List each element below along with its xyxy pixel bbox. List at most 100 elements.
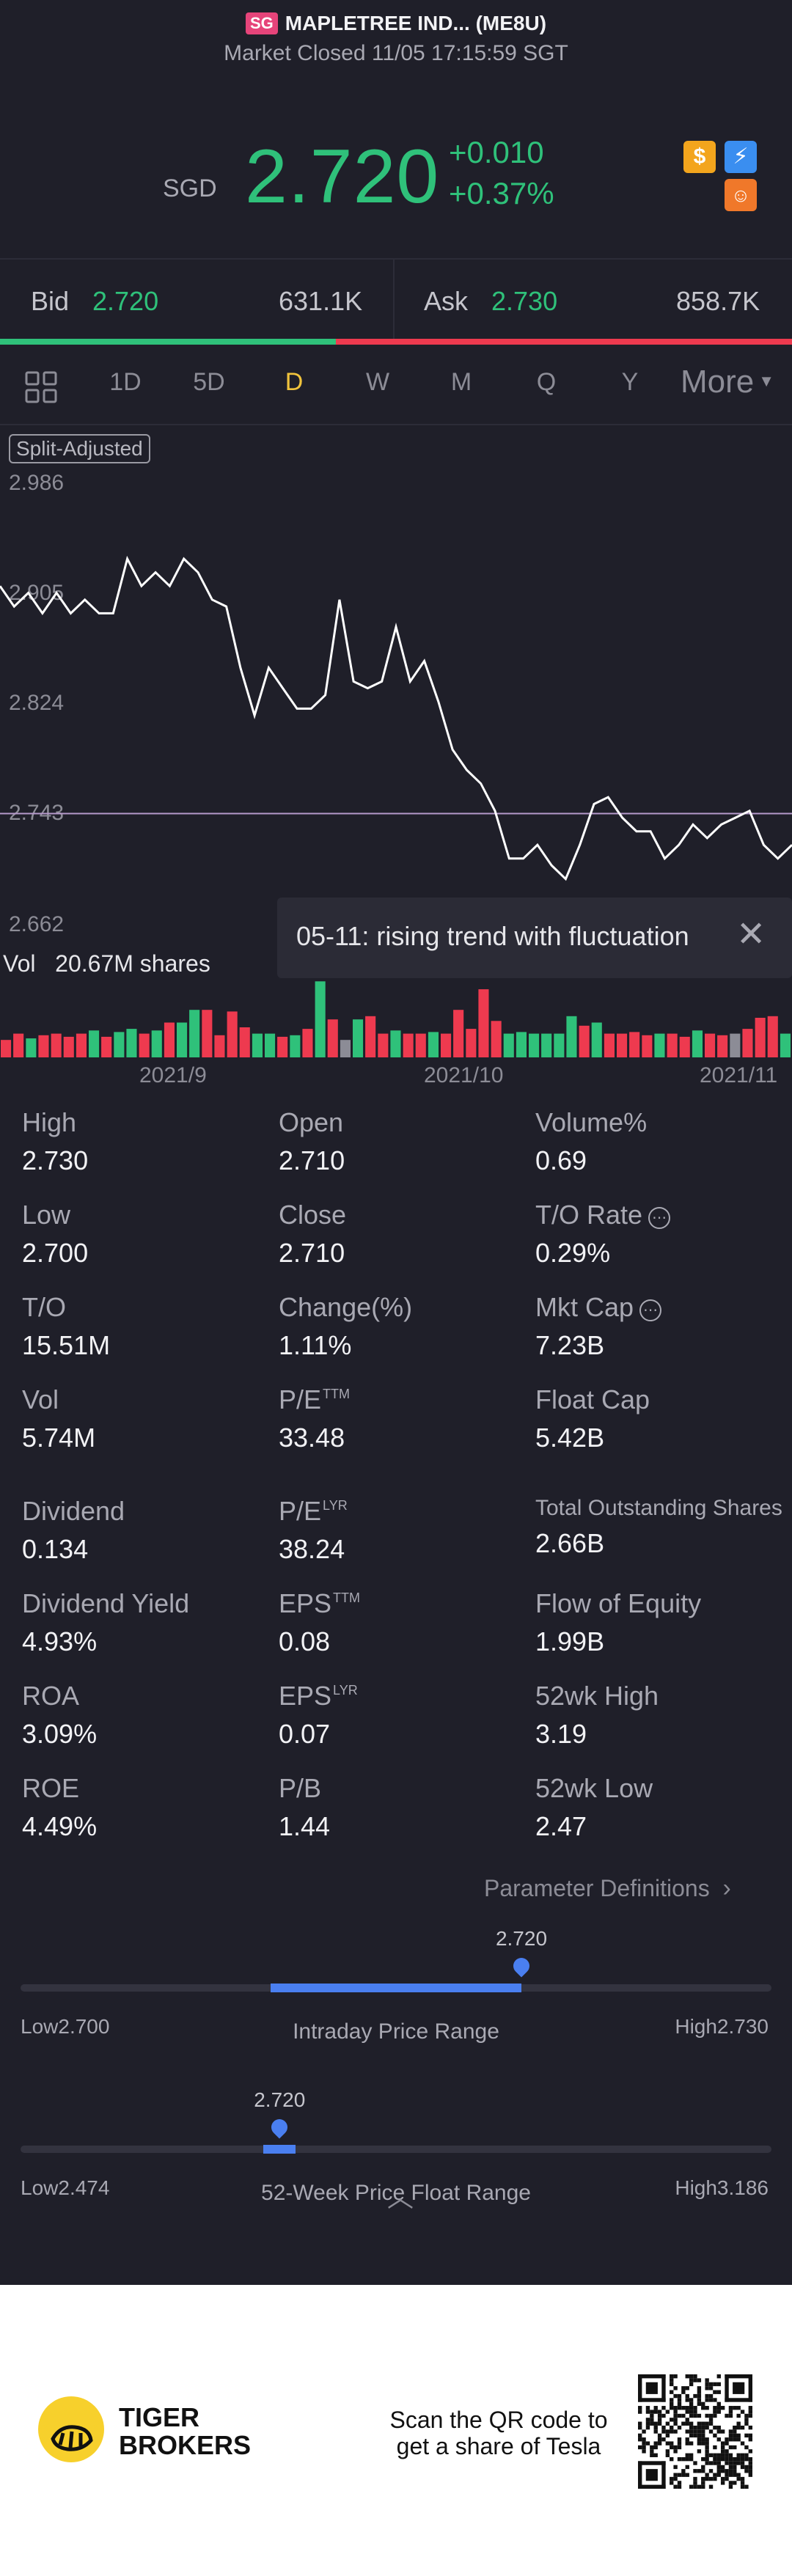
qr-module (733, 2461, 737, 2465)
stat-value: 0.08 (279, 1626, 331, 1656)
qr-module (693, 2476, 697, 2481)
volume-bar (629, 1032, 640, 1057)
qr-module (736, 2406, 741, 2410)
stat-item: P/E TTM 33.48 (279, 1384, 528, 1453)
qr-module (725, 2473, 729, 2477)
qr-module (728, 2410, 733, 2414)
qr-module (748, 2456, 752, 2462)
info-icon[interactable]: ⋯ (648, 1207, 671, 1229)
qr-module (681, 2390, 686, 2394)
stat-label-text: P/B (279, 1773, 322, 1803)
stat-label-text: Float Cap (535, 1384, 650, 1414)
qr-module (693, 2461, 697, 2465)
tab-w[interactable]: W (365, 368, 390, 396)
qr-module (697, 2398, 702, 2402)
close-icon[interactable]: ✕ (736, 915, 766, 954)
brand-name: TIGER BROKERS (119, 2404, 251, 2459)
qr-module (713, 2382, 717, 2387)
qr-module (728, 2437, 733, 2442)
tab-5d[interactable]: 5D (193, 368, 225, 396)
stat-label-text: EPS (279, 1681, 332, 1711)
qr-module (713, 2456, 717, 2462)
qr-module (705, 2476, 709, 2481)
tab-d[interactable]: D (285, 368, 304, 396)
volume-bar (290, 1035, 301, 1057)
stat-item[interactable]: Mkt Cap ⋯ 7.23B (535, 1292, 785, 1361)
chevron-up-icon[interactable]: ︿ (387, 2182, 414, 2212)
flash-icon[interactable]: ⚡ (725, 141, 757, 173)
qr-module (716, 2456, 721, 2462)
stat-item: Float Cap 5.42B (535, 1384, 785, 1453)
qr-module (657, 2441, 662, 2445)
qr-module (681, 2413, 686, 2418)
qr-module (716, 2429, 721, 2434)
stat-item[interactable]: T/O Rate ⋯ 0.29% (535, 1200, 785, 1269)
week52-range-fill (263, 2145, 296, 2154)
qr-module (716, 2382, 721, 2387)
y-tick: 2.662 (9, 912, 65, 936)
qr-module (733, 2437, 737, 2442)
info-icon[interactable]: ⋯ (639, 1299, 662, 1321)
qr-module (661, 2374, 666, 2402)
tab-more[interactable]: More ▼ (681, 364, 774, 400)
qr-module (661, 2437, 666, 2442)
stat-label: T/O (22, 1292, 271, 1323)
intraday-low: Low2.700 (21, 2015, 110, 2038)
brand-line2: BROKERS (119, 2430, 252, 2460)
qr-module (716, 2390, 721, 2394)
stat-label-text: Mkt Cap (535, 1292, 634, 1322)
qr-module (720, 2449, 725, 2454)
price-chart[interactable]: Split-Adjusted 2.986 2.905 2.824 2.743 2… (0, 425, 792, 1087)
volume-bar (239, 1027, 250, 1057)
stat-item: Dividend Yield 4.93% (22, 1588, 271, 1657)
volume-bar (315, 981, 326, 1057)
stat-item: Volume% 0.69 (535, 1107, 785, 1176)
volume-bar (1, 1040, 12, 1057)
qr-module (744, 2433, 749, 2438)
emoji-icon[interactable]: ☺ (725, 179, 757, 211)
qr-module (661, 2461, 666, 2489)
intraday-range-fill (270, 1984, 521, 1992)
qr-module (733, 2406, 737, 2410)
qr-module (701, 2441, 705, 2445)
qr-module (720, 2481, 725, 2485)
parameter-definitions-link[interactable]: Parameter Definitions › (484, 1874, 731, 1903)
qr-module (748, 2473, 752, 2477)
market-badge: SG (245, 12, 278, 34)
volume-bar (529, 1033, 540, 1057)
qr-module (650, 2413, 654, 2418)
split-adjusted-badge[interactable]: Split-Adjusted (9, 434, 150, 463)
qr-module (665, 2441, 670, 2445)
tab-y[interactable]: Y (621, 368, 639, 396)
qr-module (701, 2469, 705, 2473)
tab-1d[interactable]: 1D (109, 368, 142, 396)
qr-module (657, 2437, 662, 2442)
qr-module (701, 2406, 705, 2410)
qr-module (638, 2461, 642, 2489)
volume-bar (780, 1033, 791, 1057)
qr-module (705, 2473, 709, 2477)
tab-m[interactable]: M (450, 368, 472, 396)
grid-layout-icon[interactable] (25, 371, 57, 403)
qr-module (713, 2461, 717, 2465)
qr-module (653, 2425, 658, 2430)
qr-module (713, 2406, 717, 2410)
qr-module (713, 2473, 717, 2477)
stat-item: High 2.730 (22, 1107, 271, 1176)
stock-name: MAPLETREE IND... (ME8U) (285, 12, 547, 34)
currency: SGD (163, 175, 217, 202)
qr-module (638, 2421, 642, 2426)
dollar-icon[interactable]: $ (683, 141, 716, 173)
tab-q[interactable]: Q (536, 368, 557, 396)
qr-module (670, 2406, 674, 2410)
stat-label-text: High (22, 1107, 77, 1137)
qr-module (689, 2421, 694, 2426)
qr-module (661, 2425, 666, 2430)
price-change: +0.010 +0.37% (449, 132, 554, 214)
bid-ratio-bar (0, 339, 336, 345)
volume-bar (554, 1033, 565, 1057)
qr-module (705, 2445, 709, 2450)
qr-module (728, 2406, 733, 2410)
volume-bar (302, 1029, 313, 1057)
stat-label-sup: TTM (323, 1387, 351, 1401)
